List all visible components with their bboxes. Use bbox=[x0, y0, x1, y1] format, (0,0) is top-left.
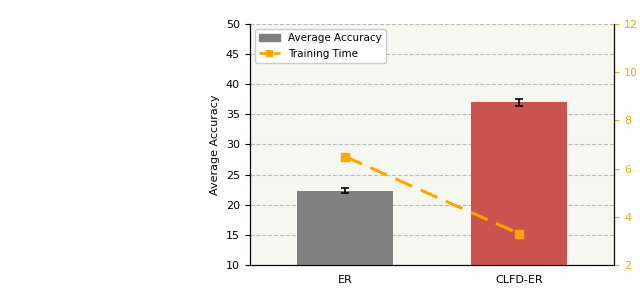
Y-axis label: Average Accuracy: Average Accuracy bbox=[210, 94, 220, 195]
Bar bbox=[471, 102, 566, 301]
Legend: Average Accuracy, Training Time: Average Accuracy, Training Time bbox=[255, 29, 386, 63]
Bar bbox=[298, 191, 393, 301]
